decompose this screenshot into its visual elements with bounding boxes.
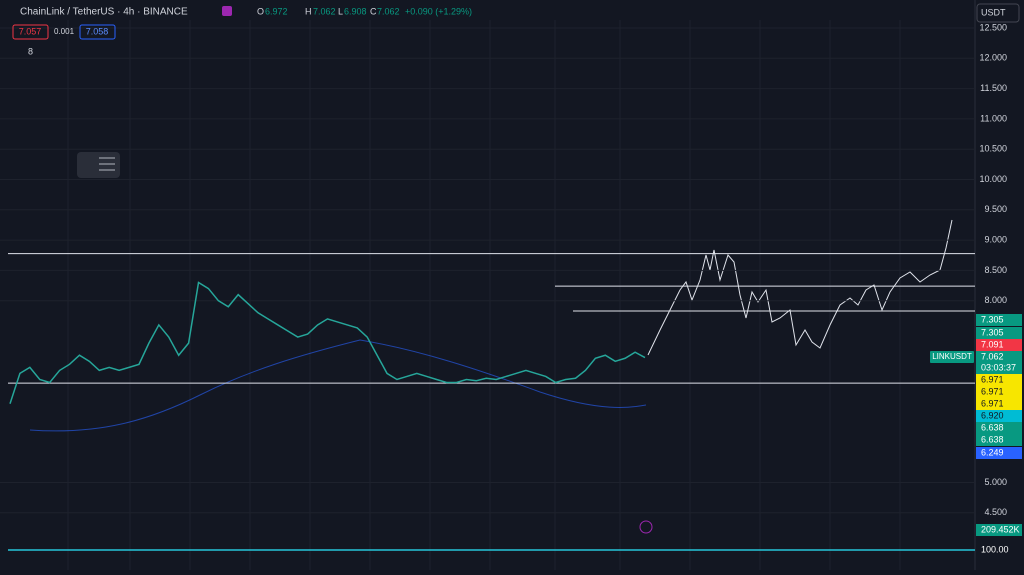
price-label: 6.971 bbox=[981, 386, 1004, 396]
price-label: 6.638 bbox=[981, 422, 1004, 432]
currency: USDT bbox=[981, 7, 1006, 17]
projection-drawing bbox=[647, 219, 953, 356]
plot bbox=[0, 27, 975, 514]
price-label-box bbox=[976, 327, 1022, 339]
ask: 7.058 bbox=[86, 26, 109, 36]
change: +0.090 (+1.29%) bbox=[405, 6, 472, 16]
price-label-box bbox=[976, 434, 1022, 446]
price-label-box bbox=[976, 447, 1022, 459]
price-label: 7.305 bbox=[981, 314, 1004, 324]
indicator-count[interactable]: 8 bbox=[28, 46, 33, 56]
moving-average bbox=[29, 339, 647, 432]
price-label: 7.305 bbox=[981, 327, 1004, 337]
y-tick-label: 11.500 bbox=[980, 83, 1007, 93]
l-label: L bbox=[338, 6, 343, 16]
price-label-box bbox=[976, 398, 1022, 410]
c-value: 7.062 bbox=[377, 6, 400, 16]
price-label-box bbox=[976, 374, 1022, 386]
currency-button[interactable] bbox=[976, 3, 1020, 23]
price-label-box bbox=[976, 362, 1022, 374]
c-label: C bbox=[370, 6, 377, 16]
o-value: 6.972 bbox=[265, 6, 288, 16]
price-label-box bbox=[976, 422, 1022, 434]
y-tick-label: 10.500 bbox=[979, 144, 1007, 154]
price-label: 6.249 bbox=[981, 447, 1004, 457]
price-label-box bbox=[976, 524, 1022, 536]
y-tick-label: 9.000 bbox=[984, 234, 1007, 244]
price-label: 6.920 bbox=[981, 410, 1004, 420]
price-label-box bbox=[976, 314, 1022, 326]
h-value: 7.062 bbox=[313, 6, 336, 16]
o-label: O bbox=[257, 6, 264, 16]
y-tick-label: 4.500 bbox=[984, 507, 1007, 517]
h-label: H bbox=[305, 6, 312, 16]
symbol-tag: LINKUSDT bbox=[932, 352, 972, 361]
toolbar-icon bbox=[99, 157, 115, 171]
price-label-box bbox=[976, 339, 1022, 351]
y-tick-label: 12.000 bbox=[979, 53, 1007, 63]
price-label: 100.00 bbox=[981, 544, 1009, 554]
ask-box[interactable] bbox=[79, 24, 116, 40]
y-tick-label: 10.000 bbox=[979, 174, 1007, 184]
vertical-grid bbox=[67, 20, 901, 570]
price-label: 7.091 bbox=[981, 339, 1004, 349]
price-label: 7.062 bbox=[981, 351, 1004, 361]
event-icon[interactable] bbox=[639, 520, 653, 534]
symbol: ChainLink / TetherUS · 4h · BINANCE bbox=[20, 7, 188, 18]
y-tick-label: 5.000 bbox=[984, 477, 1007, 487]
price-label: 6.971 bbox=[981, 374, 1004, 384]
bid: 7.057 bbox=[19, 26, 42, 36]
price-label-box bbox=[976, 410, 1022, 422]
drawing-toolbar[interactable] bbox=[77, 152, 120, 178]
price-label: 209.452K bbox=[981, 524, 1020, 534]
price-line bbox=[9, 281, 646, 404]
y-tick-label: 8.500 bbox=[984, 265, 1007, 275]
y-tick-label: 11.000 bbox=[980, 113, 1007, 123]
price-label-box bbox=[976, 544, 1022, 556]
price-label: 6.638 bbox=[981, 434, 1004, 444]
bid-box[interactable] bbox=[12, 24, 49, 40]
badge bbox=[222, 6, 232, 16]
y-tick-label: 8.000 bbox=[984, 295, 1007, 305]
symbol-tag-box bbox=[930, 351, 974, 363]
l-value: 6.908 bbox=[344, 6, 367, 16]
price-label-box bbox=[976, 351, 1022, 363]
price-label: 6.971 bbox=[981, 398, 1004, 408]
y-tick-label: 12.500 bbox=[979, 22, 1007, 32]
y-tick-label: 9.500 bbox=[984, 204, 1007, 214]
price-label: 03:03:37 bbox=[981, 362, 1016, 372]
price-label-box bbox=[976, 386, 1022, 398]
spread: 0.001 bbox=[54, 27, 75, 36]
